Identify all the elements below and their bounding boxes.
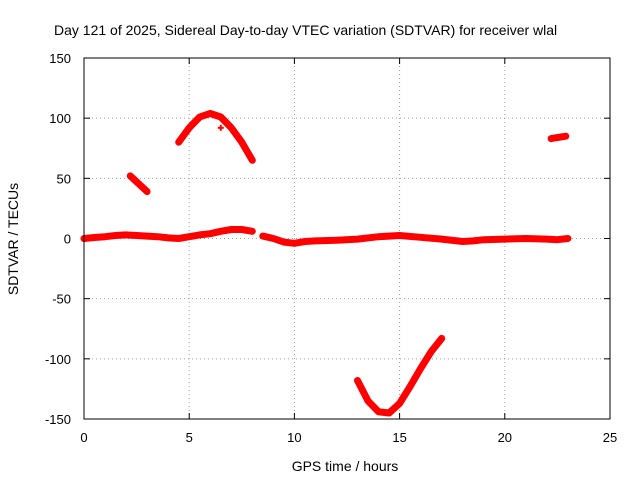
data-series-fragment [547,132,570,143]
x-tick-label: 0 [80,430,87,445]
x-tick-label: 20 [498,430,512,445]
y-tick-label: 0 [64,232,71,247]
x-tick-label: 25 [603,430,617,445]
chart-title: Day 121 of 2025, Sidereal Day-to-day VTE… [54,22,557,38]
y-tick-label: 50 [57,171,71,186]
x-tick-label: 5 [186,430,193,445]
y-tick-label: 100 [49,111,71,126]
y-tick-label: -50 [52,292,71,307]
x-axis-label: GPS time / hours [292,458,399,474]
x-tick-label: 15 [392,430,406,445]
data-series-fragment [126,172,151,196]
data-series-arc-upper [175,109,256,164]
plot-frame [83,57,611,420]
y-tick-label: 150 [49,51,71,66]
y-tick-label: -100 [45,352,71,367]
y-tick-label: -150 [45,412,71,427]
data-series-baseline [259,232,572,247]
data-series-baseline [80,226,256,242]
axis-layer: 0 5 10 15 20 25 -150 -100 -50 0 50 100 150 [45,51,617,445]
y-axis-label: SDTVAR / TECUs [5,183,21,295]
x-tick-label: 10 [287,430,301,445]
series-layer [80,109,572,417]
data-series-arc-lower [354,334,446,417]
data-point-outlier [217,124,224,131]
